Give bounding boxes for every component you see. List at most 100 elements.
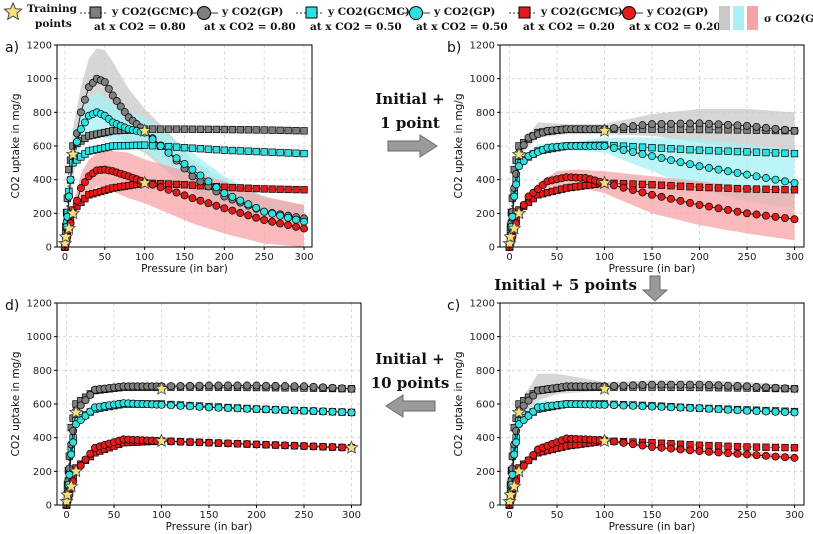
gp-marker-cyan [180, 160, 189, 168]
arrow-c-to-d: Initial + 10 points [371, 350, 449, 418]
y-axis-label: CO2 uptake in mg/g [453, 94, 465, 199]
gcmc-marker-cyan [676, 145, 685, 153]
gcmc-marker-red [771, 443, 780, 452]
gp-marker-cyan [648, 402, 656, 411]
gp-marker-cyan [290, 406, 299, 415]
y-tick-label: 600 [476, 400, 495, 411]
gp-marker-gray [676, 380, 685, 389]
training-point-star [344, 440, 359, 454]
legend-training-line1: Training [27, 3, 78, 15]
gp-marker-cyan [629, 401, 637, 410]
gp-marker-cyan [510, 450, 519, 459]
gp-marker-cyan [724, 167, 732, 176]
y-tick-label: 800 [33, 366, 52, 377]
x-axis-label: Pressure (in bar) [141, 263, 228, 275]
gcmc-marker-red [714, 184, 723, 192]
gp-marker-cyan [512, 180, 521, 189]
gp-marker-gray [733, 382, 742, 390]
gp-marker-red [743, 450, 751, 459]
gp-marker-red [212, 201, 221, 210]
annotation-bc: Initial + 5 points [494, 276, 637, 294]
gp-marker-cyan [600, 400, 609, 409]
gp-marker-cyan [176, 401, 185, 410]
y-tick-label: 1200 [470, 299, 495, 310]
y-tick-label: 200 [33, 209, 52, 220]
gcmc-marker-red [648, 181, 656, 189]
training-point-star [137, 123, 152, 137]
gp-marker-red [657, 443, 666, 452]
legend-circle-gray_gp-icon [197, 6, 211, 20]
gcmc-marker-red [733, 184, 742, 193]
training-point-star [597, 175, 612, 190]
gp-marker-red [676, 196, 685, 205]
gp-marker-red [629, 186, 637, 195]
gcmc-marker-cyan [733, 147, 742, 156]
gp-marker-red [667, 444, 675, 453]
x-tick-label: 0 [62, 252, 68, 263]
gcmc-marker-gray [196, 125, 205, 133]
gcmc-marker-red [781, 185, 789, 194]
gp-marker-gray [524, 396, 533, 405]
gp-marker-red [224, 439, 232, 448]
gp-marker-red [300, 224, 308, 233]
gcmc-marker-gray [300, 127, 308, 135]
gp-marker-red [714, 204, 723, 213]
gcmc-marker-cyan [292, 149, 300, 157]
legend-band-red-icon [747, 6, 758, 30]
training-point-star [61, 220, 77, 235]
x-tick-label: 0 [63, 510, 69, 521]
gp-marker-gray [610, 382, 618, 390]
gcmc-marker-cyan [188, 144, 197, 152]
y-tick-label: 0 [46, 243, 52, 254]
gp-marker-cyan [510, 192, 519, 201]
gp-marker-cyan [281, 406, 289, 415]
gp-marker-red [228, 206, 237, 215]
gp-marker-cyan [72, 137, 81, 146]
gp-marker-gray [667, 119, 675, 128]
x-tick-label: 300 [785, 252, 804, 263]
gp-marker-gray [638, 381, 647, 389]
gcmc-marker-gray [252, 126, 260, 134]
gp-marker-cyan [714, 405, 723, 414]
gp-marker-cyan [657, 402, 666, 411]
gp-marker-cyan [156, 142, 165, 150]
gp-marker-red [705, 447, 713, 456]
gp-marker-red [284, 221, 293, 230]
legend-sub-cyan_gp: at x CO2 = 0.50 [416, 21, 508, 33]
gcmc-marker-red [244, 184, 252, 192]
gcmc-marker-red [724, 184, 732, 192]
gp-marker-gray [667, 380, 675, 389]
training-point-star [65, 146, 81, 161]
gp-marker-gray [657, 380, 666, 389]
gp-marker-gray [771, 124, 780, 133]
gp-marker-red [781, 214, 789, 222]
gp-marker-red [319, 442, 327, 451]
gp-marker-gray [167, 382, 175, 391]
gp-marker-gray [347, 384, 356, 393]
gp-marker-red [743, 209, 751, 218]
gp-marker-cyan [638, 402, 647, 411]
y-tick-label: 600 [476, 142, 495, 153]
gp-marker-cyan [771, 407, 780, 416]
gcmc-marker-cyan [212, 146, 221, 154]
gp-marker-red [260, 216, 269, 225]
y-tick-label: 200 [476, 209, 495, 220]
gp-marker-gray [252, 381, 261, 390]
gcmc-marker-red [781, 443, 789, 452]
gp-marker-cyan [319, 407, 327, 416]
gp-marker-cyan [300, 217, 308, 226]
gp-marker-gray [648, 380, 656, 389]
gcmc-marker-red [752, 185, 761, 193]
gcmc-marker-cyan [771, 149, 780, 157]
gp-marker-cyan [66, 175, 75, 184]
y-tick-label: 400 [33, 175, 52, 186]
legend-band-cyan-icon [733, 6, 744, 30]
gp-marker-gray [81, 396, 90, 405]
gp-marker-cyan [271, 405, 280, 414]
gp-marker-red [244, 211, 253, 220]
y-tick-label: 1000 [470, 74, 495, 85]
panel-a: 0 200 400 600 800 1000 1200 0 50 100 150 200 250 300 P… [5, 40, 314, 275]
gcmc-marker-gray [188, 125, 197, 133]
gcmc-marker-red [667, 182, 675, 190]
gcmc-marker-cyan [204, 145, 213, 153]
